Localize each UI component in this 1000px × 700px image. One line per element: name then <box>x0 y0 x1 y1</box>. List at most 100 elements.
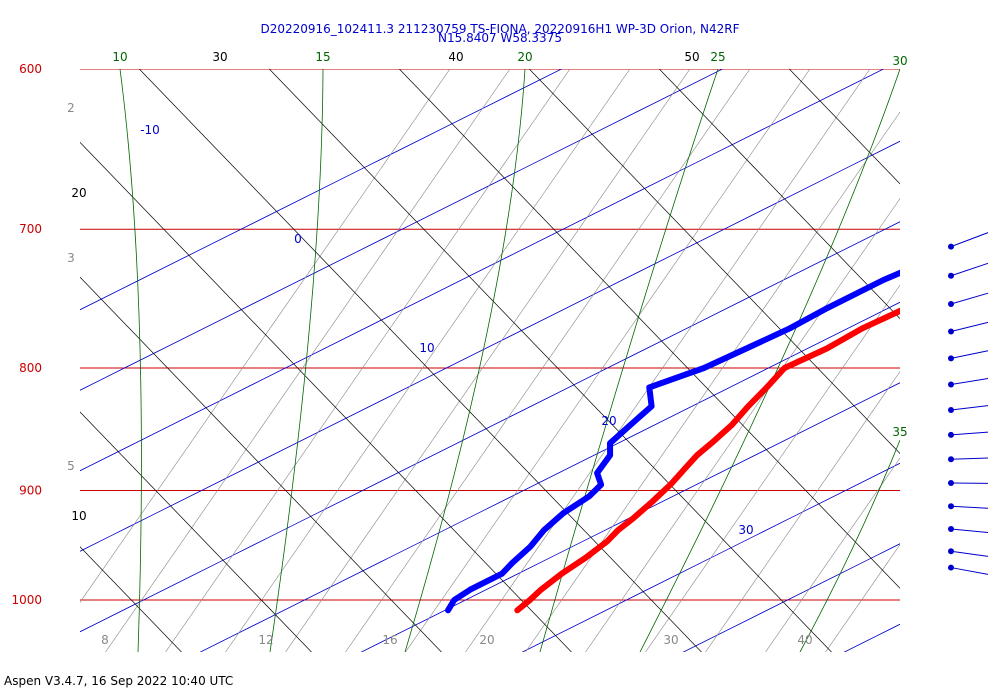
dry-adiabat-label-40: 40 <box>448 50 463 64</box>
wind-barb-staff <box>950 528 989 534</box>
wind-barb-5 <box>948 378 989 388</box>
wind-barb-3 <box>948 321 989 335</box>
pressure-label-700: 700 <box>19 222 42 236</box>
dry-adiabat-7 <box>528 69 900 454</box>
wind-barb-staff <box>950 292 989 305</box>
moist-adiabat-label-30: 30 <box>892 54 907 68</box>
mixing-ratio-tick-2: 2 <box>67 101 75 115</box>
temperature-tick-20: 20 <box>479 633 494 647</box>
isotherm--40 <box>80 69 563 311</box>
series-dewpoint <box>445 269 900 614</box>
wind-barb-9 <box>948 480 989 487</box>
moist-adiabat-2 <box>404 69 526 652</box>
footer: Aspen V3.4.7, 16 Sep 2022 10:40 UTC <box>4 674 234 688</box>
temperature-tick-12: 12 <box>258 633 273 647</box>
mixing-ratio-line-12 <box>765 457 900 652</box>
isotherm--20 <box>80 69 885 472</box>
pressure-label-1000: 1000 <box>11 593 42 607</box>
moist-adiabat-3 <box>539 69 719 652</box>
series-layer <box>445 269 900 614</box>
wind-barb-staff <box>950 457 989 460</box>
mixing-ratio-line-2 <box>165 69 571 652</box>
wind-barb-staff <box>950 232 989 248</box>
dry-adiabat-8 <box>658 69 900 320</box>
mixing-ratio-line-7 <box>465 69 871 652</box>
dry-adiabat-2 <box>80 276 442 652</box>
dry-adiabat-label-20: 20 <box>71 186 86 200</box>
series-temperature <box>514 307 900 614</box>
mixing-ratio-line-10 <box>645 284 900 652</box>
mixing-ratio-tick-5: 5 <box>67 459 75 473</box>
temperature-tick-8: 8 <box>101 633 109 647</box>
wind-barb-staff <box>950 262 989 277</box>
mixing-ratio-line-8 <box>525 111 900 652</box>
dry-adiabat-9 <box>788 69 900 185</box>
chart-subtitle: N15.8407 W58.3375 <box>438 31 562 45</box>
dry-adiabat-label-30: 30 <box>212 50 227 64</box>
wind-barb-staff <box>950 505 989 509</box>
wind-barb-4 <box>948 350 989 362</box>
wind-barb-12 <box>948 548 989 557</box>
pressure-label-600: 600 <box>19 62 42 76</box>
wind-barb-staff <box>950 350 989 359</box>
dry-adiabat-3 <box>80 141 572 652</box>
isotherm--10 <box>80 140 900 552</box>
moist-adiabat-4 <box>639 69 900 652</box>
dry-adiabat-1 <box>80 411 312 652</box>
temperature-tick-40: 40 <box>797 633 812 647</box>
moist-adiabat-0 <box>119 69 142 652</box>
temperature-tick-30: 30 <box>663 633 678 647</box>
dry-adiabat-label-50: 50 <box>684 50 699 64</box>
isotherm-10 <box>199 301 900 652</box>
mixing-ratio-line-11 <box>705 371 900 652</box>
moist-adiabat-5 <box>799 439 900 652</box>
isotherm-20 <box>360 382 900 652</box>
wind-barb-staff <box>950 405 989 411</box>
wind-barb-staff <box>950 321 989 333</box>
wind-barb-staff <box>950 431 989 436</box>
dry-adiabat-5 <box>268 69 832 652</box>
wind-barb-0 <box>948 232 989 250</box>
wind-barb-7 <box>948 431 989 438</box>
wind-barb-staff <box>950 378 989 386</box>
dry-adiabat-0 <box>80 546 182 652</box>
mixing-ratio-line-4 <box>285 69 691 652</box>
dry-adiabat-4 <box>138 69 702 652</box>
isotherm-label-30: 30 <box>738 523 753 537</box>
moist-adiabat-1 <box>269 69 324 652</box>
wind-barb-staff <box>950 550 989 557</box>
moist-adiabat-label-15: 15 <box>315 50 330 64</box>
mixing-ratio-line-6 <box>405 69 811 652</box>
temperature-tick-16: 16 <box>382 633 397 647</box>
mixing-ratio-tick-3: 3 <box>67 251 75 265</box>
moist-adiabat-label-35: 35 <box>892 425 907 439</box>
isotherm-0 <box>80 221 900 633</box>
pressure-label-800: 800 <box>19 361 42 375</box>
moist-adiabat-label-20: 20 <box>517 50 532 64</box>
isotherm-label-20: 20 <box>601 414 616 428</box>
mixing-ratio-line-1 <box>105 69 511 652</box>
pressure-label-900: 900 <box>19 483 42 497</box>
wind-barb-2 <box>948 292 989 308</box>
wind-barb-staff <box>950 567 989 575</box>
mixing-ratio-line-3 <box>225 69 631 652</box>
mixing-ratio-line-0 <box>80 69 451 603</box>
mixing-ratio-line-5 <box>345 69 751 652</box>
moist-adiabat-label-25: 25 <box>710 50 725 64</box>
wind-barb-11 <box>948 525 989 534</box>
wind-barb-layer <box>948 232 989 575</box>
wind-barb-1 <box>948 262 989 279</box>
wind-barb-13 <box>948 564 989 575</box>
isotherm-30 <box>521 462 900 652</box>
wind-barb-10 <box>948 503 989 510</box>
isotherm--30 <box>80 69 724 391</box>
isotherm-label-0: 0 <box>294 232 302 246</box>
chart-title: D20220916_102411.3 211230759 TS-FIONA, 2… <box>260 22 739 36</box>
wind-barb-8 <box>948 456 989 463</box>
isotherm-label--10: -10 <box>140 123 160 137</box>
moist-adiabat-label-10: 10 <box>112 50 127 64</box>
mixing-ratio-line-9 <box>585 198 900 652</box>
